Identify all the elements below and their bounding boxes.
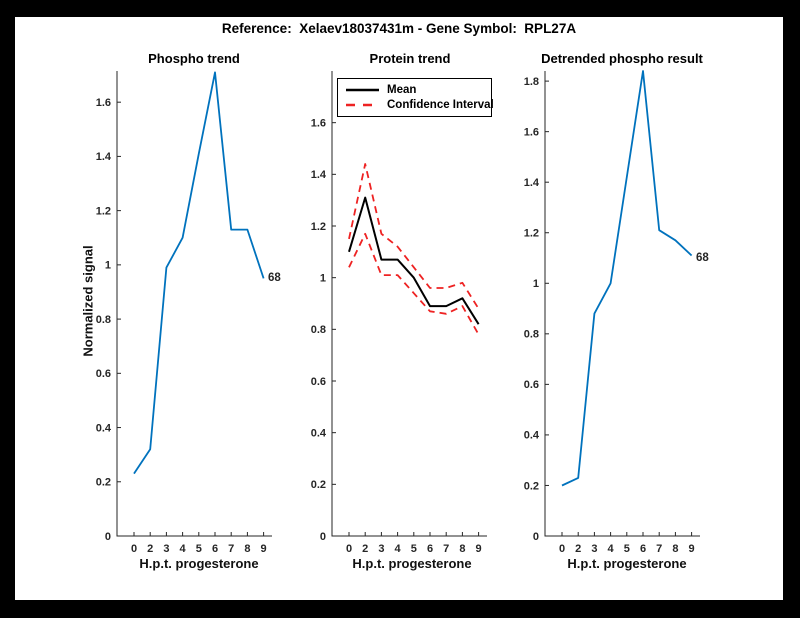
- axes: [331, 71, 487, 537]
- y-tick-label: 1.2: [96, 205, 111, 217]
- series-phospho-trend: [133, 71, 265, 475]
- series-mean: [348, 196, 480, 325]
- y-tick-label: 0: [105, 531, 111, 543]
- x-tick-label: 3: [378, 543, 384, 555]
- legend-label-mean: Mean: [387, 84, 417, 97]
- x-tick-label: 0: [131, 543, 137, 555]
- subplot-1: 00.20.40.60.811.21.41.60 2 3 4 5 6 7 8 9: [96, 71, 272, 555]
- subplot-2: 00.20.40.60.811.21.41.60 2 3 4 5 6 7 8 9: [311, 71, 487, 555]
- x-tick-label: 2: [147, 543, 153, 555]
- y-tick-label: 1.4: [96, 151, 112, 163]
- x-tick-label: 3: [591, 543, 597, 555]
- x-tick-label: 9: [261, 543, 267, 555]
- legend-label-confidence-interval: Confidence Interval: [387, 98, 494, 111]
- y-tick-label: 0.6: [96, 368, 111, 380]
- subplot-title-detrended-phospho-result: Detrended phospho result: [541, 51, 703, 66]
- x-tick-label: 7: [228, 543, 234, 555]
- legend-item-mean: Mean: [346, 83, 485, 98]
- y-tick-label: 1.4: [311, 169, 327, 181]
- y-tick-label: 0.4: [524, 430, 540, 442]
- x-tick-label: 2: [575, 543, 581, 555]
- subplot-3: 00.20.40.60.811.21.41.61.80 2 3 4 5 6 7 8 9: [524, 70, 700, 555]
- y-tick-label: 0.4: [311, 427, 327, 439]
- y-tick-label: 1.8: [524, 76, 539, 88]
- x-tick-label: 6: [212, 543, 218, 555]
- x-tick-label: 4: [395, 543, 402, 555]
- x-tick-label: 2: [362, 543, 368, 555]
- x-tick-label: 5: [411, 543, 417, 555]
- y-tick-label: 1.6: [524, 126, 539, 138]
- y-tick-label: 0.6: [311, 376, 326, 388]
- y-tick-label: 1.6: [96, 97, 111, 109]
- x-tick-label: 7: [443, 543, 449, 555]
- mean-line-sample-icon: [346, 89, 379, 92]
- y-tick-label: 0.2: [524, 480, 539, 492]
- y-tick-label: 1.4: [524, 177, 540, 189]
- cluster-id-label-detrended: 68: [696, 252, 709, 264]
- y-tick-label: 0.4: [96, 422, 112, 434]
- x-tick-label: 6: [640, 543, 646, 555]
- x-tick-label: 3: [163, 543, 169, 555]
- x-tick-label: 4: [180, 543, 187, 555]
- y-axis-label: Normalized signal: [80, 245, 96, 357]
- x-tick-label: 0: [559, 543, 565, 555]
- y-tick-label: 0.2: [96, 477, 111, 489]
- y-tick-label: 1.2: [524, 228, 539, 240]
- ci-dashed-line-sample-icon: [346, 103, 379, 106]
- y-tick-label: 0.6: [524, 379, 539, 391]
- y-tick-label: 0.2: [311, 479, 326, 491]
- subplot-title-phospho-trend: Phospho trend: [148, 51, 240, 66]
- y-tick-label: 0: [320, 531, 326, 543]
- x-tick-label: 6: [427, 543, 433, 555]
- x-tick-label: 0: [346, 543, 352, 555]
- y-tick-label: 0.8: [524, 329, 539, 341]
- x-tick-label: 4: [608, 543, 615, 555]
- series-confidence-interval-lower: [348, 232, 480, 335]
- legend: Mean Confidence Interval: [337, 78, 494, 117]
- y-tick-label: 1: [105, 260, 111, 272]
- x-tick-label: 9: [689, 543, 695, 555]
- legend-item-confidence-interval: Confidence Interval: [346, 98, 494, 113]
- x-tick-label: 5: [196, 543, 202, 555]
- series-detrended-phospho-result: [561, 70, 693, 487]
- axes: [116, 71, 272, 537]
- x-tick-label: 8: [672, 543, 678, 555]
- y-tick-label: 0.8: [311, 324, 326, 336]
- x-tick-label: 8: [244, 543, 250, 555]
- y-tick-label: 1: [320, 272, 326, 284]
- y-tick-label: 0.8: [96, 314, 111, 326]
- y-tick-label: 1.2: [311, 221, 326, 233]
- y-tick-label: 0: [533, 531, 539, 543]
- x-tick-label: 7: [656, 543, 662, 555]
- cluster-id-label-phospho: 68: [268, 272, 281, 284]
- y-tick-label: 1.6: [311, 117, 326, 129]
- subplot-title-protein-trend: Protein trend: [369, 51, 451, 66]
- x-tick-label: 9: [476, 543, 482, 555]
- axes: [544, 71, 700, 537]
- figure-title: Reference: Xelaev18037431m - Gene Symbol…: [221, 21, 577, 36]
- y-tick-label: 1: [533, 278, 539, 290]
- x-axis-label-3: H.p.t. progesterone: [567, 556, 687, 571]
- x-tick-label: 5: [624, 543, 630, 555]
- x-axis-label-2: H.p.t. progesterone: [352, 556, 472, 571]
- series-confidence-interval-upper: [348, 163, 480, 310]
- x-tick-label: 8: [459, 543, 465, 555]
- x-axis-label-1: H.p.t. progesterone: [139, 556, 259, 571]
